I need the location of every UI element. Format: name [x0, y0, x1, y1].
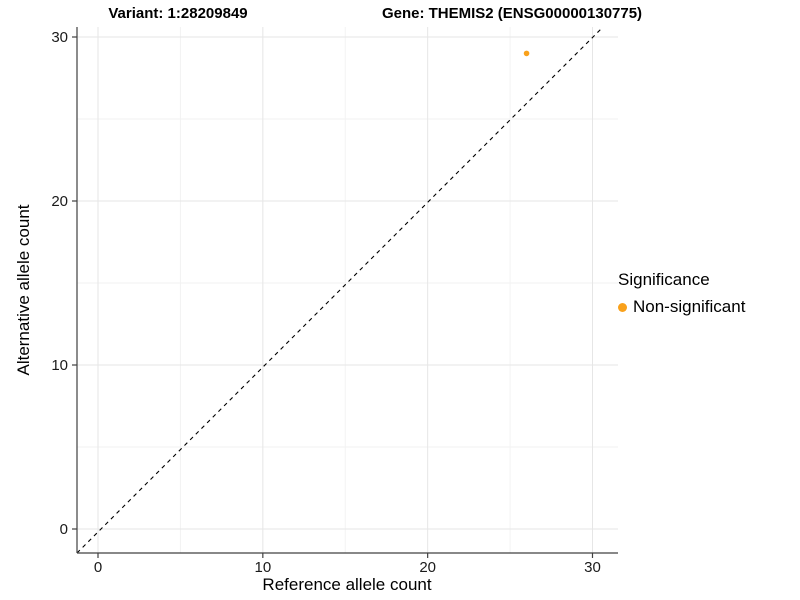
y-tick-label: 30 — [51, 29, 68, 46]
x-tick-label: 30 — [584, 559, 601, 576]
x-tick-label: 10 — [254, 559, 271, 576]
legend: Significance Non-significant — [618, 270, 745, 317]
plot-title-variant: Variant: 1:28209849 — [108, 5, 248, 22]
y-axis-title: Alternative allele count — [14, 204, 33, 376]
y-tick-label: 0 — [60, 521, 68, 538]
plot-title-gene: Gene: THEMIS2 (ENSG00000130775) — [381, 5, 643, 22]
y-tick-label: 10 — [51, 357, 68, 374]
legend-title: Significance — [618, 270, 710, 289]
y-tick-label: 20 — [51, 193, 68, 210]
data-point — [523, 50, 530, 57]
x-tick-label: 0 — [94, 559, 102, 576]
legend-item-label: Non-significant — [633, 297, 746, 316]
x-axis-title: Reference allele count — [262, 575, 432, 594]
identity-reference-line — [76, 26, 604, 554]
x-tick-label: 20 — [419, 559, 436, 576]
legend-swatch-dot — [618, 302, 627, 312]
legend-item-non-significant: Non-significant — [618, 297, 745, 317]
